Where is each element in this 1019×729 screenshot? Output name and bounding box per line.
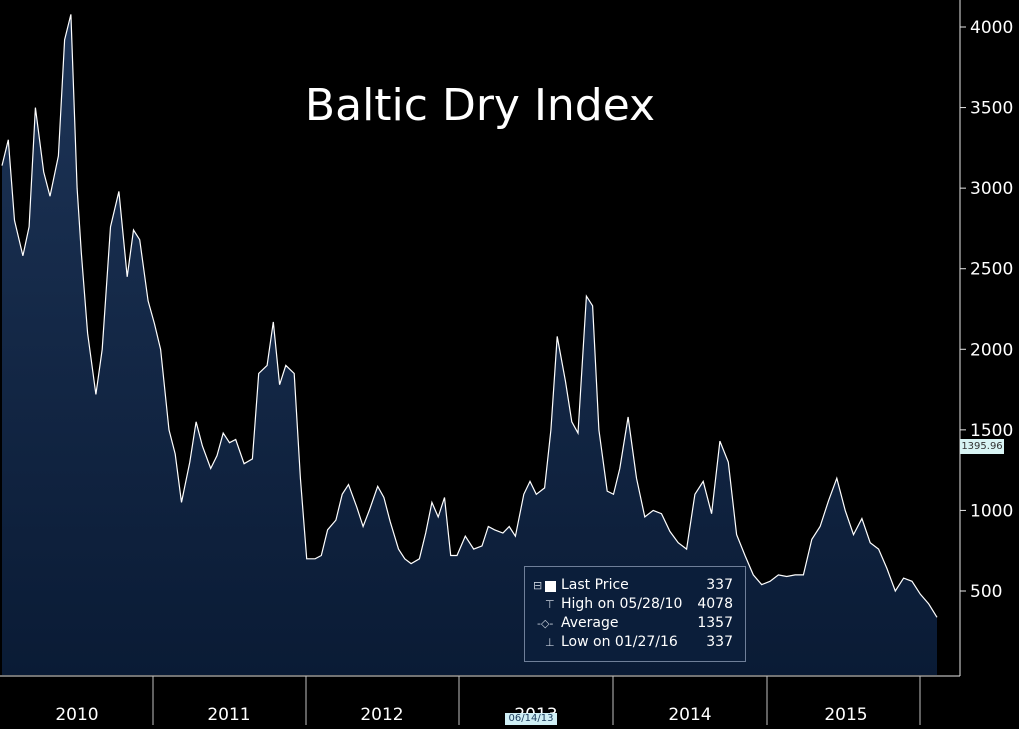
series-line-last-price — [1, 14, 938, 618]
legend-label: High on 05/28/10 — [561, 596, 683, 612]
y-tick-label: 4000 — [970, 18, 1013, 38]
x-tick-label: 2015 — [824, 705, 867, 725]
legend-label: Low on 01/27/16 — [561, 634, 678, 650]
legend-value: 337 — [706, 577, 733, 593]
legend: ⊟ Last Price 337 ⊤ High on 05/28/10 4078… — [524, 566, 746, 662]
last-price-tag: 1395.96 — [960, 439, 1004, 454]
x-tick-label: 2014 — [668, 705, 711, 725]
legend-label: Average — [561, 615, 619, 631]
high-marker-icon: ⊤ — [545, 598, 555, 611]
legend-value: 4078 — [697, 596, 733, 612]
x-tick-label: 2012 — [360, 705, 403, 725]
collapse-icon[interactable]: ⊟ — [533, 579, 543, 592]
cursor-date-tag: 06/14/13 — [505, 713, 557, 725]
y-tick-label: 2000 — [970, 340, 1013, 360]
y-tick-label: 2500 — [970, 260, 1013, 280]
series-area-last-price — [2, 14, 937, 675]
chart-title: Baltic Dry Index — [305, 80, 655, 131]
legend-row-last-price: ⊟ Last Price 337 — [525, 577, 745, 596]
legend-row-average: -◇- Average 1357 — [525, 615, 745, 634]
legend-row-low: ⊥ Low on 01/27/16 337 — [525, 634, 745, 653]
legend-value: 337 — [706, 634, 733, 650]
x-tick-label: 2010 — [55, 705, 98, 725]
low-marker-icon: ⊥ — [545, 636, 555, 649]
y-tick-label: 3000 — [970, 179, 1013, 199]
y-tick-label: 1500 — [970, 421, 1013, 441]
y-tick-label: 500 — [970, 582, 1002, 602]
series-swatch — [545, 581, 556, 592]
x-tick-label: 2011 — [207, 705, 250, 725]
y-tick-label: 3500 — [970, 99, 1013, 119]
average-marker-icon: -◇- — [537, 617, 554, 630]
y-tick-label: 1000 — [970, 501, 1013, 521]
legend-row-high: ⊤ High on 05/28/10 4078 — [525, 596, 745, 615]
legend-value: 1357 — [697, 615, 733, 631]
legend-label: Last Price — [561, 577, 629, 593]
